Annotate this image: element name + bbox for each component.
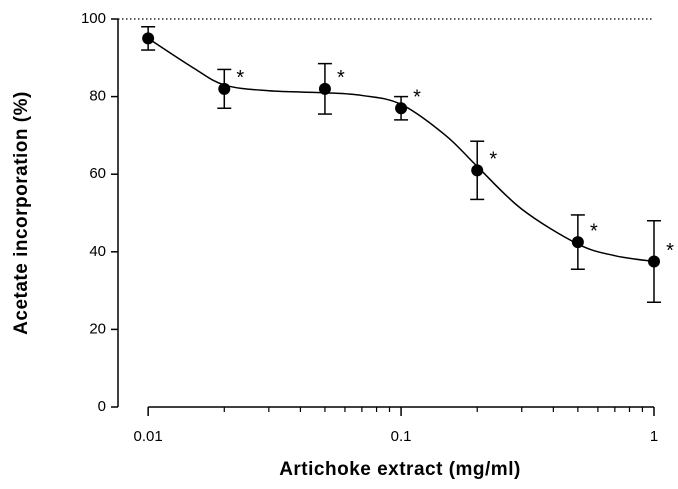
data-point <box>571 236 584 249</box>
x-tick-label: 1 <box>650 428 658 445</box>
annotation: * <box>236 67 244 89</box>
y-tick-label: 100 <box>81 10 106 27</box>
y-axis-title: Acetate incorporation (%) <box>11 91 32 335</box>
data-point <box>142 32 155 45</box>
x-tick-label: 0.1 <box>391 428 412 445</box>
annotation: * <box>489 149 497 171</box>
x-axis-title: Artichoke extract (mg/ml) <box>279 459 521 480</box>
data-point <box>395 102 408 115</box>
y-tick-label: 80 <box>89 88 106 105</box>
y-tick-label: 0 <box>98 398 106 415</box>
data-point <box>218 82 231 95</box>
y-tick-label: 60 <box>89 165 106 182</box>
y-tick-label: 20 <box>89 320 106 337</box>
annotation: * <box>666 240 674 262</box>
data-point <box>648 255 660 268</box>
annotation: * <box>413 87 421 109</box>
annotation: * <box>590 220 598 242</box>
x-tick-label: 0.01 <box>134 428 163 445</box>
data-point <box>318 82 331 95</box>
annotation: * <box>337 67 345 89</box>
y-tick-label: 40 <box>89 243 106 260</box>
data-point <box>471 164 484 177</box>
